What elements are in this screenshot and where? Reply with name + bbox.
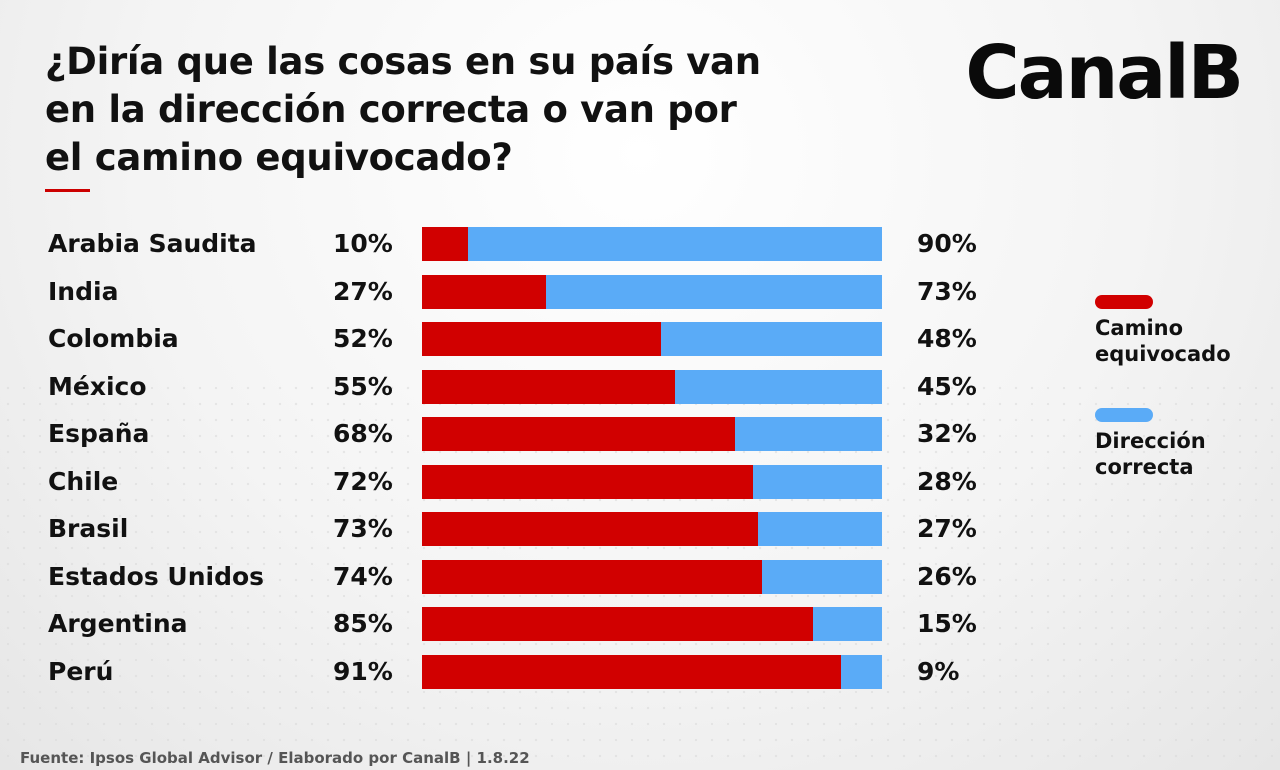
bar-track [422,607,882,641]
legend-label-line: correcta [1095,455,1194,479]
legend-label-line: Camino [1095,316,1184,340]
data-label-direccion-correcta: 26% [917,561,977,591]
data-label-camino-equivocado: 27% [333,276,393,306]
data-label-direccion-correcta: 27% [917,514,977,543]
bar-track [422,512,882,546]
data-label-camino-equivocado: 74% [333,561,393,591]
data-label-direccion-correcta: 45% [917,371,977,401]
legend-swatch-blue [1095,408,1153,422]
data-label-direccion-correcta: 90% [917,229,977,258]
data-label-direccion-correcta: 28% [917,466,977,496]
bar-segment-camino-equivocado [422,464,754,499]
source-footer: Fuente: Ipsos Global Advisor / Elaborado… [20,749,530,767]
bar-row: India 27% 73% [0,274,1000,310]
title-line-2: en la dirección correcta o van por [45,88,737,131]
category-label: Perú [48,656,114,686]
data-label-direccion-correcta: 9% [917,656,960,686]
legend-swatch-red [1095,295,1153,309]
bar-segment-camino-equivocado [422,654,841,689]
bar-row: España 68% 32% [0,416,1000,452]
data-label-direccion-correcta: 48% [917,324,977,353]
category-label: Arabia Saudita [48,229,257,258]
bar-segment-direccion-correcta [468,227,882,261]
bar-segment-direccion-correcta [546,274,882,309]
bar-segment-direccion-correcta [757,512,882,546]
data-label-camino-equivocado: 85% [333,609,393,638]
bar-segment-direccion-correcta [675,369,882,404]
data-label-direccion-correcta: 73% [917,276,977,306]
bar-segment-camino-equivocado [422,512,758,546]
chart-title: ¿Diría que las cosas en su país van en l… [45,38,845,182]
bar-track [422,274,882,309]
category-label: Chile [48,466,119,496]
bar-track [422,369,882,404]
bar-track [422,227,882,261]
bar-segment-camino-equivocado [422,417,735,451]
data-label-camino-equivocado: 72% [333,466,393,496]
category-label: España [48,419,150,448]
title-line-1: ¿Diría que las cosas en su país van [45,40,761,83]
category-label: Argentina [48,609,188,638]
bar-row: Perú 91% 9% [0,654,1000,690]
bar-segment-direccion-correcta [661,322,882,356]
data-label-camino-equivocado: 52% [333,324,393,353]
legend-label-direccion-correcta: Dirección correcta [1095,428,1265,480]
bar-segment-camino-equivocado [422,369,675,404]
bar-segment-camino-equivocado [422,274,547,309]
bar-row: Arabia Saudita 10% 90% [0,226,1000,262]
canalb-logo: CanalB [965,30,1244,116]
category-label: Colombia [48,324,179,353]
data-label-camino-equivocado: 68% [333,419,393,448]
data-label-camino-equivocado: 91% [333,656,393,686]
legend-label-camino-equivocado: Camino equivocado [1095,315,1265,367]
title-line-3: el camino equivocado? [45,136,513,179]
category-label: Brasil [48,514,129,543]
bar-segment-camino-equivocado [422,607,813,641]
bar-segment-direccion-correcta [753,464,882,499]
data-label-direccion-correcta: 32% [917,419,977,448]
bar-segment-direccion-correcta [813,607,882,641]
bar-track [422,654,882,689]
bar-row: México 55% 45% [0,369,1000,405]
data-label-camino-equivocado: 73% [333,514,393,543]
bar-segment-direccion-correcta [734,417,882,451]
bar-segment-direccion-correcta [762,559,882,594]
legend-label-line: equivocado [1095,342,1231,366]
bar-track [422,322,882,356]
bar-segment-direccion-correcta [840,654,882,689]
category-label: México [48,371,147,401]
bar-track [422,417,882,451]
bar-row: Chile 72% 28% [0,464,1000,500]
category-label: India [48,276,119,306]
bar-row: Argentina 85% 15% [0,606,1000,642]
title-accent-rule [45,189,90,192]
data-label-direccion-correcta: 15% [917,609,977,638]
legend-label-line: Dirección [1095,429,1206,453]
bar-row: Brasil 73% 27% [0,511,1000,547]
bar-track [422,559,882,594]
category-label: Estados Unidos [48,561,265,591]
bar-row: Estados Unidos 74% 26% [0,559,1000,595]
bar-segment-camino-equivocado [422,227,468,261]
bar-track [422,464,882,499]
bar-row: Colombia 52% 48% [0,321,1000,357]
data-label-camino-equivocado: 55% [333,371,393,401]
data-label-camino-equivocado: 10% [333,229,393,258]
bar-segment-camino-equivocado [422,322,662,356]
bar-segment-camino-equivocado [422,559,763,594]
